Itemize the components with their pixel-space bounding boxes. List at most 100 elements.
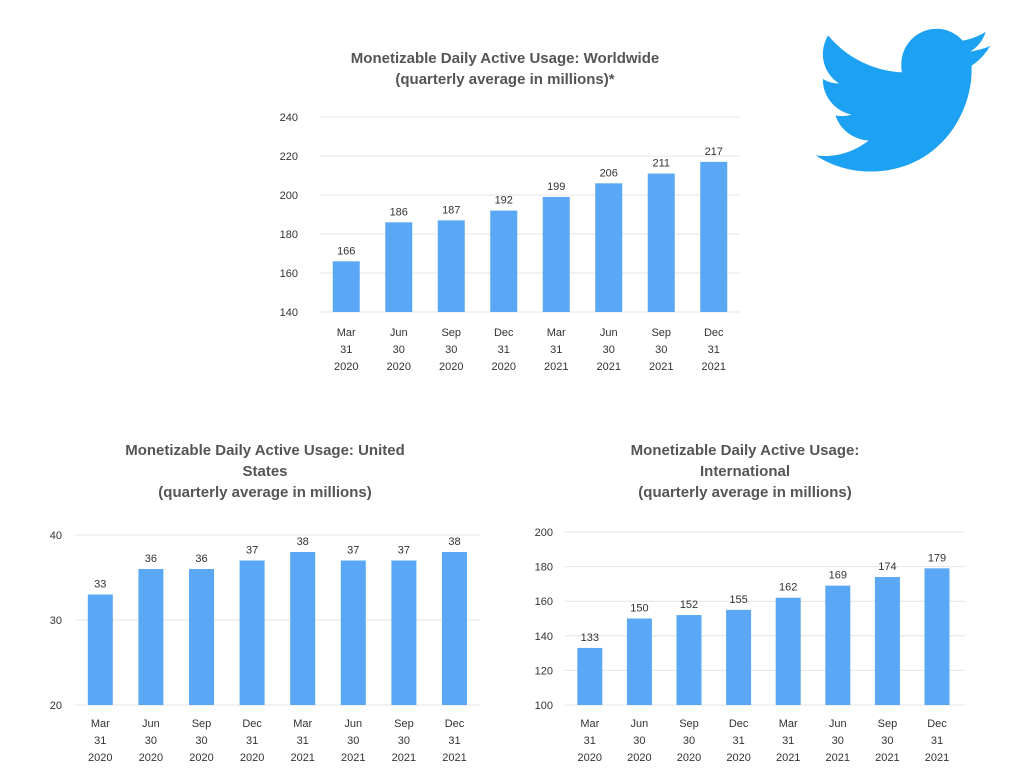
- intl-subtitle-line: (quarterly average in millions): [638, 484, 852, 501]
- x-tick-label: Sep: [651, 327, 671, 339]
- bar-value-label: 192: [495, 195, 513, 207]
- bar: [676, 615, 702, 705]
- x-tick-label: 2020: [387, 361, 411, 373]
- x-tick-label: 30: [398, 735, 410, 747]
- x-tick-label: 30: [347, 735, 359, 747]
- bar: [340, 560, 366, 705]
- bar-value-label: 187: [442, 204, 460, 216]
- y-tick-label: 160: [535, 596, 553, 608]
- y-tick-label: 40: [50, 530, 62, 542]
- y-tick-label: 220: [280, 151, 298, 163]
- bar-value-label: 166: [337, 245, 355, 257]
- x-tick-label: Dec: [494, 327, 514, 339]
- x-tick-label: 30: [195, 735, 207, 747]
- x-tick-label: 31: [246, 735, 258, 747]
- bar-value-label: 36: [195, 553, 207, 565]
- bar-value-label: 133: [581, 632, 599, 644]
- x-tick-label: 2020: [492, 361, 516, 373]
- x-tick-label: Mar: [547, 327, 566, 339]
- y-tick-label: 140: [535, 631, 553, 643]
- y-tick-label: 100: [535, 700, 553, 712]
- x-tick-label: Jun: [390, 327, 408, 339]
- x-tick-label: 31: [448, 735, 460, 747]
- bar-value-label: 37: [398, 545, 410, 557]
- x-tick-label: 2021: [776, 752, 800, 764]
- x-tick-label: Mar: [337, 327, 356, 339]
- bar: [775, 597, 801, 705]
- bar: [577, 647, 603, 705]
- x-tick-label: Jun: [631, 718, 649, 730]
- intl-title-line-2: International: [699, 463, 790, 480]
- bar: [290, 552, 316, 705]
- x-tick-label: 30: [393, 344, 405, 356]
- bar-value-label: 152: [680, 599, 698, 611]
- bar: [437, 220, 465, 312]
- x-tick-label: 2020: [627, 752, 651, 764]
- worldwide-chart-title: Monetizable Daily Active Usage: Worldwid…: [270, 48, 740, 90]
- x-tick-label: 2021: [392, 752, 416, 764]
- y-tick-label: 20: [50, 700, 62, 712]
- bar-value-label: 150: [630, 603, 648, 615]
- intl-chart-title: Monetizable Daily Active Usage: Internat…: [545, 440, 945, 503]
- bar-value-label: 179: [928, 552, 946, 564]
- x-tick-label: 2020: [240, 752, 264, 764]
- x-tick-label: 2021: [341, 752, 365, 764]
- x-tick-label: 31: [550, 344, 562, 356]
- bar: [87, 594, 113, 705]
- worldwide-title-line: Monetizable Daily Active Usage: Worldwid…: [350, 50, 660, 67]
- y-tick-label: 140: [280, 307, 298, 319]
- bar-value-label: 206: [600, 167, 618, 179]
- x-tick-label: 31: [498, 344, 510, 356]
- us-title-line-1: Monetizable Daily Active Usage: United: [125, 442, 405, 459]
- bar: [825, 585, 851, 705]
- y-tick-label: 160: [280, 268, 298, 280]
- x-tick-label: 30: [633, 735, 645, 747]
- x-tick-label: Dec: [242, 718, 262, 730]
- x-tick-label: 2020: [139, 752, 163, 764]
- bar-value-label: 169: [829, 570, 847, 582]
- y-tick-label: 200: [280, 190, 298, 202]
- us-chart-title: Monetizable Daily Active Usage: United S…: [60, 440, 470, 503]
- x-tick-label: 2020: [726, 752, 750, 764]
- bar: [874, 576, 900, 705]
- twitter-bird-shape: [815, 28, 991, 172]
- x-tick-label: 2021: [925, 752, 949, 764]
- x-tick-label: 30: [683, 735, 695, 747]
- x-tick-label: 2021: [826, 752, 850, 764]
- y-tick-label: 240: [280, 112, 298, 124]
- bar-value-label: 174: [878, 561, 896, 573]
- x-tick-label: 2020: [677, 752, 701, 764]
- x-tick-label: Mar: [293, 718, 312, 730]
- x-tick-label: Dec: [927, 718, 947, 730]
- x-tick-label: 30: [145, 735, 157, 747]
- x-tick-label: 2020: [88, 752, 112, 764]
- x-tick-label: 31: [732, 735, 744, 747]
- bar: [385, 222, 413, 312]
- x-tick-label: Sep: [679, 718, 699, 730]
- bar: [626, 618, 652, 705]
- twitter-bird-icon: [815, 28, 991, 172]
- worldwide-chart: 140 160 180 200 220 240 166 Mar 31 2020 186 Jun 30 20…: [280, 112, 740, 373]
- x-tick-label: Sep: [878, 718, 898, 730]
- x-tick-label: Dec: [704, 327, 724, 339]
- bar: [332, 261, 360, 312]
- x-tick-label: Sep: [394, 718, 414, 730]
- x-tick-label: 2021: [597, 361, 621, 373]
- x-tick-label: 2021: [702, 361, 726, 373]
- y-tick-label: 180: [280, 229, 298, 241]
- x-tick-label: 2020: [439, 361, 463, 373]
- bar: [239, 560, 265, 705]
- bar: [391, 560, 417, 705]
- x-tick-label: 30: [832, 735, 844, 747]
- bar-value-label: 36: [145, 553, 157, 565]
- bar: [700, 161, 728, 312]
- x-tick-label: Jun: [344, 718, 362, 730]
- x-tick-label: 2021: [649, 361, 673, 373]
- x-tick-label: 30: [603, 344, 615, 356]
- bar-value-label: 38: [448, 536, 460, 548]
- intl-title-line-1: Monetizable Daily Active Usage:: [630, 442, 860, 459]
- bar-value-label: 186: [390, 206, 408, 218]
- x-tick-label: 31: [340, 344, 352, 356]
- x-tick-label: 2020: [578, 752, 602, 764]
